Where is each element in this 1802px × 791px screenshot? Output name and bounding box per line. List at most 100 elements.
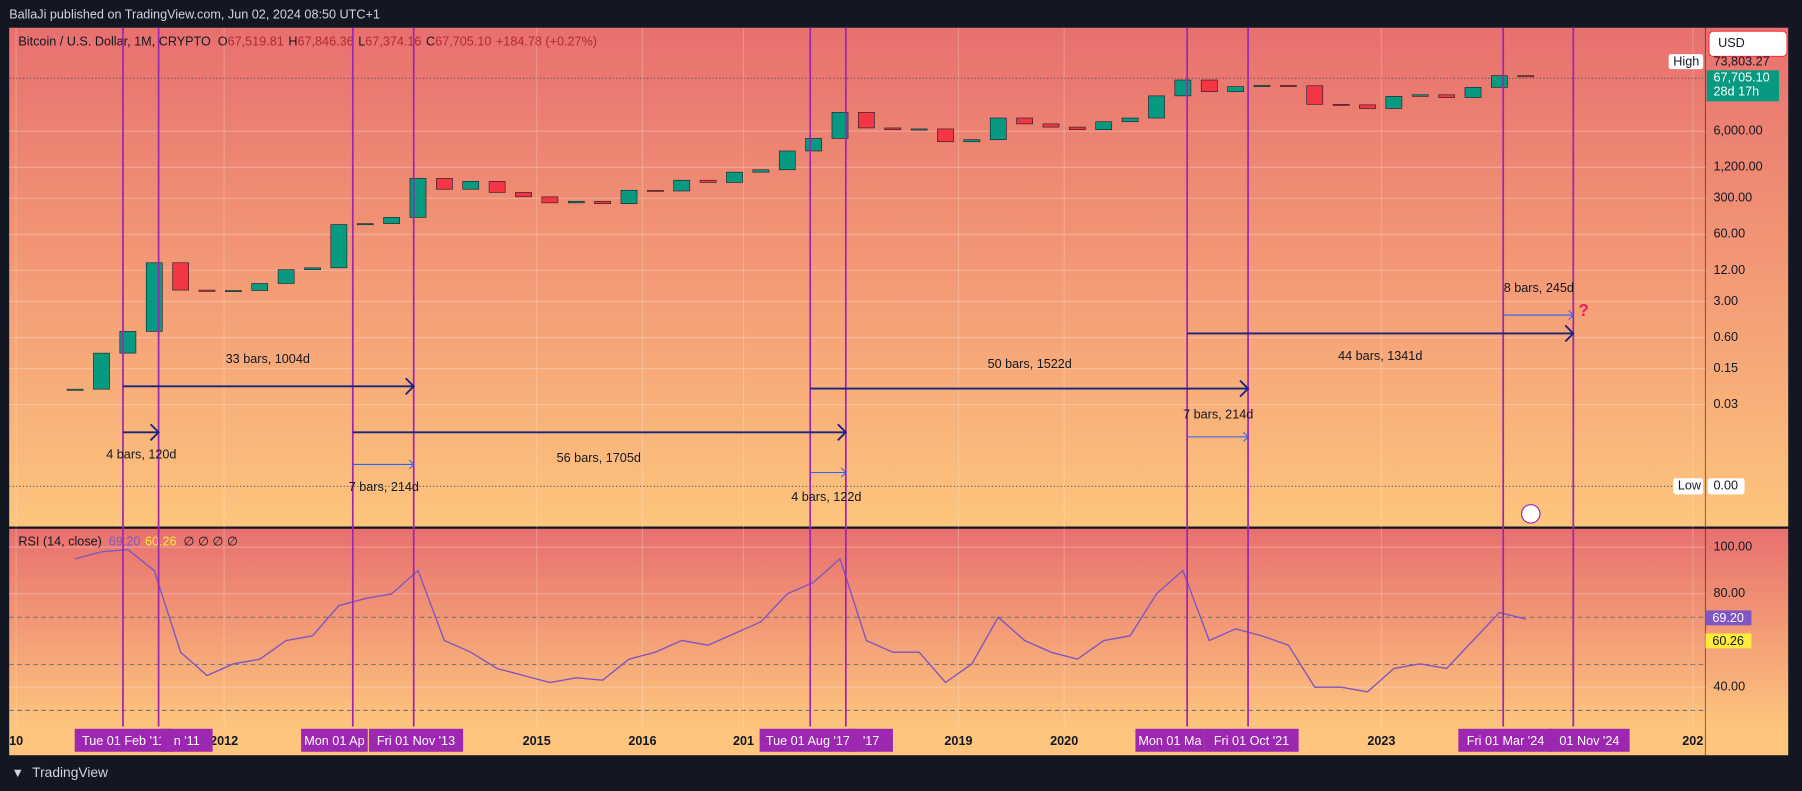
countdown: 28d 17h	[1714, 84, 1760, 98]
candle	[726, 171, 743, 183]
candle	[1332, 104, 1350, 106]
range-arrow	[1503, 310, 1575, 321]
candle	[251, 283, 269, 291]
candle	[831, 112, 849, 139]
time-label: 2012	[210, 734, 238, 748]
rsi-tag	[1705, 610, 1752, 626]
date-marker-tag	[759, 728, 857, 752]
candle	[1411, 94, 1429, 97]
candle	[1253, 85, 1271, 87]
candle	[66, 388, 84, 391]
price-tick-label: 0.15	[1714, 361, 1739, 375]
rsi-ma-tag-text: 60.26	[1712, 634, 1744, 648]
rsi-value: 69.20	[109, 535, 141, 549]
range-label: 50 bars, 1522d	[988, 357, 1072, 371]
price-tick-label: 60.00	[1714, 227, 1746, 241]
range-label: 56 bars, 1705d	[557, 451, 641, 465]
candle	[1069, 126, 1086, 131]
range-label: 44 bars, 1341d	[1338, 349, 1422, 363]
alert-icon[interactable]	[1521, 504, 1541, 524]
last-price: 67,705.10	[1714, 71, 1770, 85]
range-arrow	[352, 423, 848, 441]
date-marker-tag	[1458, 728, 1553, 752]
candle	[541, 196, 559, 204]
range-arrow	[810, 379, 1250, 398]
candle	[989, 117, 1007, 140]
low-label: Low	[1678, 479, 1702, 493]
rsi-tick-label: 100.00	[1714, 540, 1753, 554]
time-label: 10	[9, 734, 23, 748]
candle	[1280, 85, 1297, 87]
high-tag	[1668, 54, 1704, 70]
time-label: 2023	[1367, 734, 1395, 748]
candle	[1491, 75, 1508, 88]
candle	[462, 181, 480, 190]
date-marker: '17	[863, 734, 879, 748]
publisher: BallaJi published on TradingView.com, Ju…	[9, 7, 380, 21]
candle	[1174, 79, 1192, 97]
candle	[567, 200, 585, 204]
date-marker: Fri 01 Oct '21	[1214, 734, 1289, 748]
symbol-info: Bitcoin / U.S. Dollar, 1M, CRYPTO O67,519…	[18, 35, 597, 49]
candle	[1016, 117, 1033, 125]
date-marker: Tue 01 Aug '17	[766, 734, 850, 748]
candle	[172, 262, 189, 291]
main-pane	[9, 27, 1789, 527]
candle	[409, 178, 427, 218]
time-label: 2019	[944, 734, 972, 748]
rsi-extra: ∅ ∅ ∅ ∅	[183, 535, 238, 549]
price-tick-label: 6,000.00	[1714, 124, 1763, 138]
rsi-tick-label: 40.00	[1714, 680, 1746, 694]
candle	[225, 290, 242, 292]
date-marker-tag	[160, 728, 213, 752]
date-marker: 01 Nov '24	[1559, 734, 1619, 748]
candle	[1517, 75, 1535, 78]
question-mark: ?	[1578, 300, 1589, 320]
date-marker-tag	[1204, 728, 1299, 752]
price-tick-label: 1,200.00	[1714, 160, 1763, 174]
candle	[383, 217, 400, 224]
price-tick-label: 12.00	[1714, 263, 1746, 277]
date-marker: Fri 01 Nov '13	[377, 734, 455, 748]
candle	[1042, 123, 1060, 128]
date-marker-tag	[74, 728, 173, 752]
range-arrow	[122, 423, 160, 441]
candle	[1121, 117, 1139, 123]
candle	[1227, 86, 1244, 92]
candle	[910, 128, 928, 131]
time-label: 2015	[523, 734, 551, 748]
candle	[937, 128, 954, 143]
ohlc: O	[218, 35, 228, 49]
rsi-title-text: RSI (14, close)	[18, 535, 102, 549]
ohlc: L	[358, 35, 365, 49]
range-arrow	[352, 459, 415, 470]
range-label: 7 bars, 214d	[349, 480, 419, 494]
currency[interactable]: USD	[1718, 36, 1745, 50]
date-marker: Tue 01 Feb '11	[82, 734, 165, 748]
ohlc: 67,846.36	[297, 35, 353, 49]
symbol-name: Bitcoin / U.S. Dollar, 1M, CRYPTO	[18, 35, 211, 49]
candle	[673, 179, 691, 192]
high-value: 73,803.27	[1714, 55, 1770, 69]
range-label: 7 bars, 214d	[1183, 407, 1253, 421]
candle	[198, 289, 216, 292]
candle	[1306, 85, 1324, 105]
ohlc: +184.78 (+0.27%)	[496, 35, 597, 49]
range-arrow	[122, 377, 416, 396]
rsi-tag-text: 69.20	[1712, 611, 1744, 625]
currency-button[interactable]	[1708, 30, 1788, 58]
date-marker: Mon 01 Ma	[1138, 734, 1202, 748]
range-arrow	[1187, 324, 1575, 343]
range-arrow	[1187, 431, 1249, 442]
range-label: 33 bars, 1004d	[226, 352, 310, 366]
date-marker-tag	[1549, 728, 1630, 752]
ohlc: C	[426, 35, 435, 49]
date-marker-tag	[1135, 728, 1205, 752]
candle	[778, 150, 796, 171]
ohlc: 67,519.81	[228, 35, 284, 49]
candle	[1095, 121, 1113, 131]
time-label: 2016	[628, 734, 656, 748]
price-tick-label: 300.00	[1714, 191, 1753, 205]
range-label: 4 bars, 120d	[106, 448, 176, 462]
candle	[1148, 95, 1165, 119]
